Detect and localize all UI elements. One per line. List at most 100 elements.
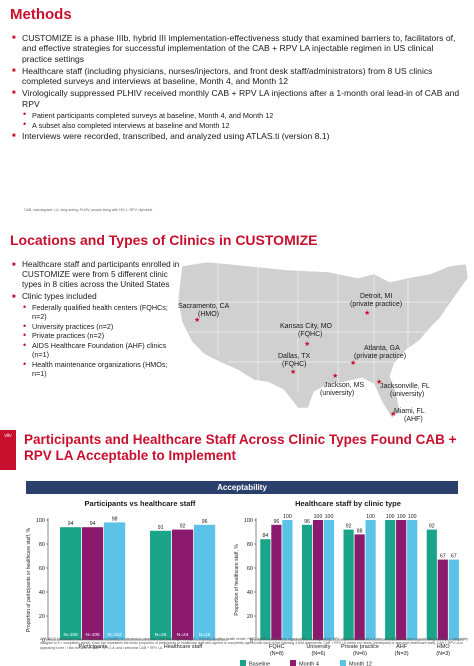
bar-value-label: 96 — [304, 519, 310, 525]
methods-bullet: CUSTOMIZE is a phase IIIb, hybrid III im… — [12, 33, 464, 64]
y-tick-label: 60 — [247, 566, 253, 572]
city-type: (HMO) — [198, 311, 219, 318]
bar-n-label: N=109 — [63, 632, 78, 638]
y-tick-label: 100 — [36, 518, 45, 524]
marker-detroit: ★ — [364, 309, 370, 317]
methods-sub-bullet: Patient participants completed surveys a… — [12, 110, 464, 120]
bar — [437, 559, 448, 640]
y-tick-label: 80 — [247, 542, 253, 548]
us-map: ★ ★ ★ ★ ★ ★ ★ ★ Sacramento, CA (HMO) Det… — [177, 261, 469, 423]
clinic-type-item: Federally qualified health centers (FQHC… — [12, 303, 182, 322]
bar-value-label: 92 — [346, 524, 352, 530]
locations-bullets: Healthcare staff and participants enroll… — [12, 260, 182, 379]
bar-value-label: 67 — [451, 554, 457, 560]
legend-swatch — [340, 660, 346, 666]
bar-value-label: 100 — [325, 514, 334, 520]
clinic-type-item: University practices (n=2) — [12, 322, 182, 332]
bar-n-label: N=25 — [199, 632, 211, 638]
results-section: viiv Participants and Healthcare Staff A… — [0, 424, 474, 666]
y-tick-label: 0 — [42, 638, 45, 644]
methods-bullets: CUSTOMIZE is a phase IIIb, hybrid III im… — [12, 33, 464, 143]
city-name: Jackson, MS — [324, 382, 364, 389]
bar — [260, 539, 271, 640]
locations-bullet: Clinic types included — [12, 292, 182, 302]
state-lines — [182, 264, 448, 392]
bar — [60, 527, 82, 640]
bar-n-label: N=105 — [85, 632, 100, 638]
marker-jacksonville: ★ — [376, 378, 382, 386]
bar — [343, 529, 354, 640]
bar — [354, 534, 365, 640]
bar-n-label: N=26 — [155, 632, 167, 638]
y-tick-label: 40 — [247, 590, 253, 596]
y-tick-label: 80 — [39, 542, 45, 548]
x-tick-n-label: (N=3) — [436, 651, 450, 657]
bar — [271, 524, 282, 640]
chart-title-right: Healthcare staff by clinic type — [295, 499, 401, 508]
bar — [150, 530, 172, 640]
legend-label: Baseline — [249, 662, 270, 666]
x-tick-n-label: (N=3) — [395, 651, 409, 657]
city-name: Jacksonville, FL — [380, 383, 430, 390]
bar — [312, 520, 324, 640]
methods-bullet: Interviews were recorded, transcribed, a… — [12, 131, 464, 142]
results-footnote: AHF, AIDS Healthcare Foundation; AIM, ac… — [40, 637, 468, 650]
x-tick-label: FQHC — [269, 644, 285, 650]
bar-n-label: N=102 — [107, 632, 122, 638]
bar-value-label: 91 — [158, 525, 164, 531]
bar — [448, 559, 459, 640]
bar-value-label: 88 — [357, 528, 363, 534]
locations-section: Locations and Types of Clinics in CUSTOM… — [0, 222, 474, 423]
bar-value-label: 94 — [90, 521, 96, 527]
city-name: Kansas City, MO — [280, 323, 333, 330]
bar-value-label: 100 — [397, 514, 406, 520]
results-title: Participants and Healthcare Staff Across… — [24, 432, 457, 463]
bar-value-label: 84 — [263, 533, 269, 539]
city-name: Miami, FL — [394, 408, 425, 415]
us-map-shape — [177, 261, 469, 419]
bar — [282, 520, 293, 640]
bar-value-label: 94 — [68, 521, 74, 527]
city-type: (FQHC) — [282, 361, 307, 368]
bar — [194, 524, 216, 640]
bar-value-label: 100 — [366, 514, 375, 520]
chart-legend: Baseline Month 4 Month 12 — [240, 660, 372, 666]
marker-kansas-city: ★ — [304, 340, 310, 348]
bar-value-label: 96 — [274, 519, 280, 525]
bar-value-label: 92 — [429, 524, 435, 530]
bar-value-label: 100 — [283, 514, 292, 520]
city-labels: Sacramento, CA (HMO) Detroit, MI (privat… — [178, 293, 430, 423]
locations-title: Locations and Types of Clinics in CUSTOM… — [10, 232, 318, 248]
acceptability-charts: Participants vs healthcare staff Healthc… — [26, 499, 464, 666]
y-tick-label: 0 — [250, 638, 253, 644]
bar — [407, 520, 418, 640]
marker-sacramento: ★ — [194, 316, 200, 324]
marker-dallas: ★ — [290, 368, 296, 376]
methods-bullet: Healthcare staff (including physicians, … — [12, 66, 464, 87]
city-type: (FQHC) — [298, 331, 323, 338]
bar-value-label: 100 — [314, 514, 323, 520]
y-tick-label: 20 — [39, 614, 45, 620]
bar — [82, 527, 104, 640]
acceptability-banner: Acceptability — [26, 481, 458, 494]
chart-left: 0 20 40 60 80 100 94 N=109 94 N=105 98 N=102 Partici… — [36, 516, 228, 650]
city-markers: ★ ★ ★ ★ ★ ★ ★ ★ — [194, 309, 396, 418]
bar — [323, 520, 335, 640]
legend-swatch — [240, 660, 246, 666]
x-tick-label: HMO — [437, 644, 451, 650]
chart-title-left: Participants vs healthcare staff — [85, 499, 196, 508]
locations-bullet: Healthcare staff and participants enroll… — [12, 260, 182, 290]
legend-label: Month 12 — [349, 662, 372, 666]
city-type: (university) — [320, 390, 354, 397]
y-axis-label-right: Proportion of healthcare staff, % — [234, 544, 240, 616]
bar — [365, 520, 376, 640]
city-name: Detroit, MI — [360, 293, 392, 300]
x-tick-n-label: (N=6) — [311, 651, 325, 657]
clinic-type-item: Health maintenance organizations (HMOs; … — [12, 360, 182, 379]
methods-bullet: Virologically suppressed PLHIV received … — [12, 88, 464, 109]
viiv-logo: viiv — [0, 430, 16, 470]
marker-atlanta: ★ — [350, 359, 356, 367]
city-type: (private practice) — [350, 301, 402, 308]
x-tick-label: Healthcare staff — [164, 644, 203, 650]
